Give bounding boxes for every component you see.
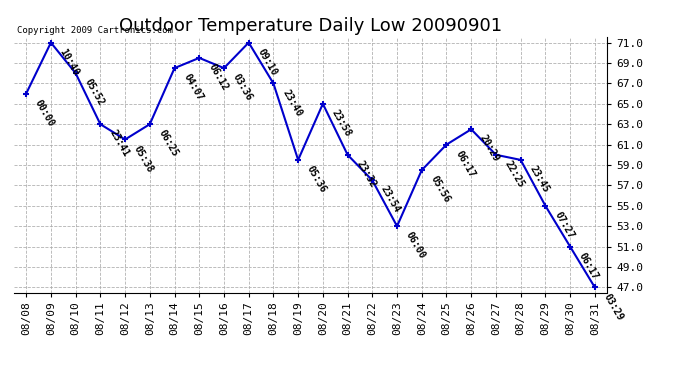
Text: 05:52: 05:52 [83,77,106,108]
Text: 23:32: 23:32 [355,159,378,189]
Text: 23:40: 23:40 [280,88,304,118]
Text: 05:56: 05:56 [428,174,452,205]
Text: 23:41: 23:41 [107,128,130,159]
Text: 00:00: 00:00 [33,98,57,128]
Text: 05:36: 05:36 [305,164,328,195]
Text: 03:36: 03:36 [231,72,254,103]
Text: 23:45: 23:45 [528,164,551,195]
Title: Outdoor Temperature Daily Low 20090901: Outdoor Temperature Daily Low 20090901 [119,16,502,34]
Text: 22:25: 22:25 [503,159,526,189]
Text: 09:10: 09:10 [255,47,279,77]
Text: 04:07: 04:07 [181,72,205,103]
Text: 06:25: 06:25 [157,128,180,159]
Text: 03:29: 03:29 [602,292,625,322]
Text: 05:38: 05:38 [132,144,155,174]
Text: 07:27: 07:27 [552,210,575,240]
Text: 23:58: 23:58 [330,108,353,138]
Text: 06:00: 06:00 [404,230,427,261]
Text: Copyright 2009 Cartronics.com: Copyright 2009 Cartronics.com [17,26,172,35]
Text: 06:17: 06:17 [453,149,477,179]
Text: 06:12: 06:12 [206,62,230,93]
Text: 23:54: 23:54 [380,184,402,215]
Text: 20:29: 20:29 [478,134,502,164]
Text: 06:17: 06:17 [577,251,600,281]
Text: 10:40: 10:40 [58,47,81,77]
